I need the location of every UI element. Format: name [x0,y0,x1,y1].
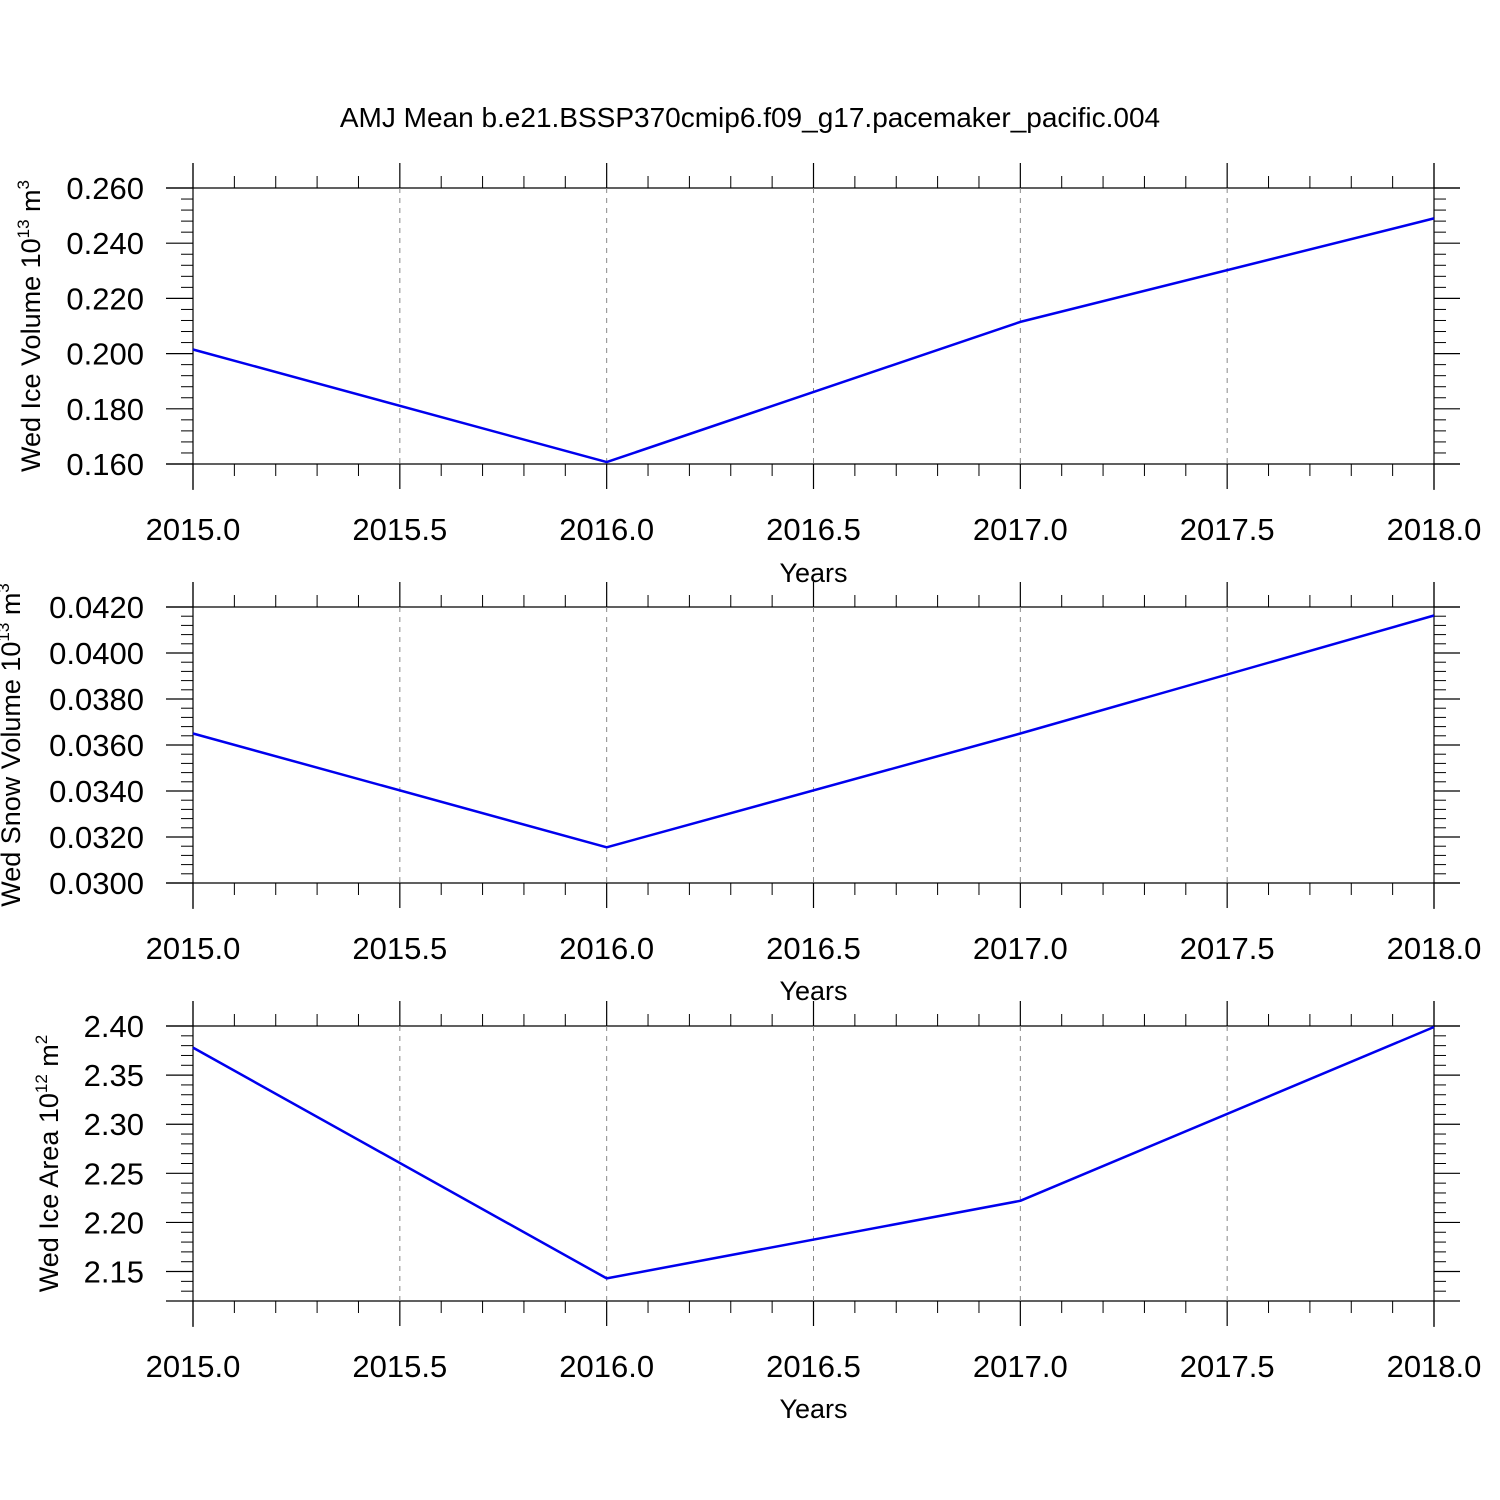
y-tick-label: 2.20 [84,1205,144,1240]
chart-panel-1: 2015.0 2015.5 2016.0 2016.5 2017.0 2017.5 2018… [14,163,1481,588]
x-tick-label: 2017.5 [1180,931,1275,966]
series-line [192,1025,1435,1280]
x-tick-label: 2016.0 [559,1349,654,1384]
y-tick-label: 2.35 [84,1058,144,1093]
x-tick-label: 2016.5 [766,512,861,547]
y-tick-label: 0.240 [66,226,144,261]
figure-title: AMJ Mean b.e21.BSSP370cmip6.f09_g17.pace… [340,102,1160,133]
y-axis-label: Wed Snow Volume 1013 m3 [0,583,26,907]
y-tick-label: 0.220 [66,281,144,316]
y-tick-label: 2.30 [84,1107,144,1142]
y-tick-label: 0.0380 [49,682,144,717]
x-tick-label: 2015.5 [352,931,447,966]
x-tick-label: 2016.0 [559,512,654,547]
y-tick-label: 0.0420 [49,590,144,625]
series-line [192,217,1435,464]
y-tick-label: 0.0300 [49,866,144,901]
chart-panel-2: 2015.0 2015.5 2016.0 2016.5 2017.0 2017.5 2018… [0,582,1481,1006]
x-tick-label: 2018.0 [1387,512,1482,547]
y-tick-label: 0.0340 [49,774,144,809]
x-tick-label: 2015.5 [352,1349,447,1384]
x-tick-label: 2017.0 [973,931,1068,966]
x-tick-label: 2015.0 [146,1349,241,1384]
x-tick-label: 2017.5 [1180,1349,1275,1384]
y-axis-label: Wed Ice Area 1012 m2 [32,1035,64,1293]
y-tick-label: 2.40 [84,1009,144,1044]
y-tick-label: 0.0320 [49,820,144,855]
x-tick-label: 2015.0 [146,931,241,966]
y-axis-label: Wed Ice Volume 1013 m3 [14,180,46,472]
y-tick-label: 0.160 [66,447,144,482]
y-tick-label: 0.0400 [49,636,144,671]
y-tick-label: 2.15 [84,1255,144,1290]
x-tick-label: 2015.0 [146,512,241,547]
x-tick-label: 2017.0 [973,512,1068,547]
y-tick-label: 0.200 [66,337,144,372]
x-tick-label: 2017.0 [973,1349,1068,1384]
chart-panel-3: 2015.0 2015.5 2016.0 2016.5 2017.0 2017.5 2018… [32,1001,1481,1424]
y-tick-label: 0.180 [66,392,144,427]
x-tick-label: 2018.0 [1387,1349,1482,1384]
y-tick-label: 0.260 [66,171,144,206]
series-line [192,614,1435,849]
y-tick-label: 2.25 [84,1156,144,1191]
x-axis-label: Years [779,1394,847,1424]
x-tick-label: 2016.5 [766,931,861,966]
x-tick-label: 2017.5 [1180,512,1275,547]
x-tick-label: 2016.0 [559,931,654,966]
x-tick-label: 2015.5 [352,512,447,547]
y-tick-label: 0.0360 [49,728,144,763]
x-tick-label: 2018.0 [1387,931,1482,966]
x-tick-label: 2016.5 [766,1349,861,1384]
